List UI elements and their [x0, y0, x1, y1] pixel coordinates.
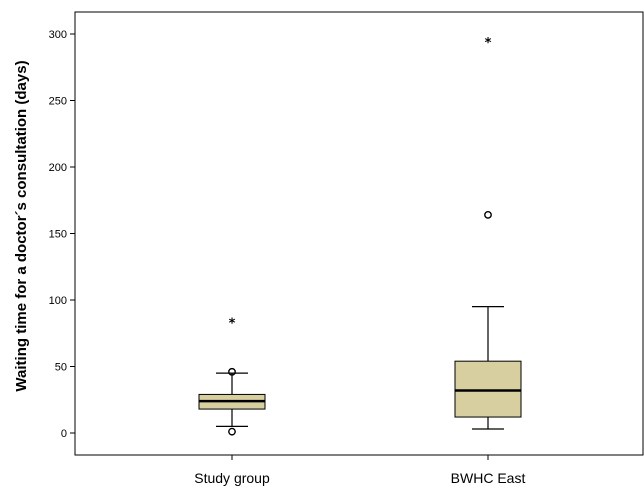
outlier-point	[228, 427, 236, 436]
y-tick-label: 100	[49, 295, 67, 307]
y-tick-label: 200	[49, 162, 67, 174]
y-tick-label: 300	[49, 29, 67, 41]
x-category-label: BWHC East	[451, 470, 526, 486]
plot-area: 0 50 100 150 200 250 300 Study group BWHC East * *	[49, 11, 644, 486]
extreme-point: *	[229, 317, 236, 332]
outlier-point	[228, 367, 236, 376]
y-axis-title: Waiting time for a doctor´s consultation…	[13, 60, 30, 391]
x-category-label: Study group	[194, 470, 270, 486]
plot-frame	[74, 11, 644, 456]
y-tick-label: 50	[55, 362, 67, 374]
extreme-point: *	[485, 36, 492, 51]
y-tick-label: 250	[49, 96, 67, 108]
outlier-point	[484, 210, 492, 219]
iqr-box	[454, 360, 522, 418]
y-tick-label: 150	[49, 229, 67, 241]
y-tick-label: 0	[61, 428, 67, 440]
